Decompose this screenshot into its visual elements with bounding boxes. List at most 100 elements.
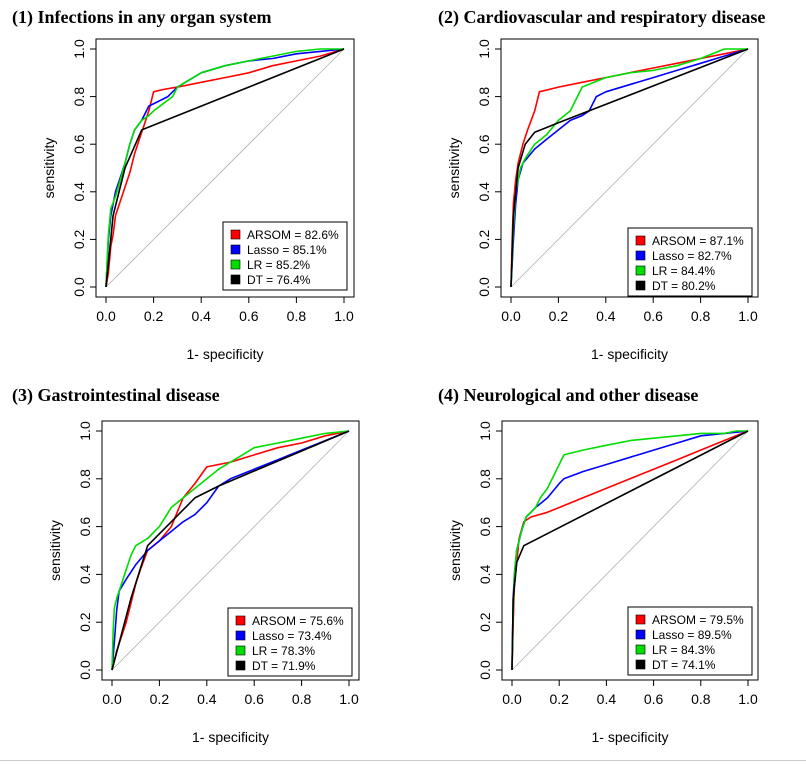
legend-swatch <box>230 274 241 285</box>
diagonal-reference-line <box>105 48 345 288</box>
x-tick-label: 0.8 <box>691 308 711 324</box>
x-tick-label: 0.6 <box>244 691 264 707</box>
legend-box <box>627 606 753 676</box>
legend-swatch <box>635 250 646 261</box>
roc-curve-dt <box>510 48 749 288</box>
legend-swatch <box>635 265 646 276</box>
legend-entry: Lasso = 85.1% <box>247 243 327 257</box>
y-tick-label: 0.4 <box>71 182 87 202</box>
legend-swatch <box>635 235 646 246</box>
plot-frame <box>101 420 360 681</box>
legend-box <box>227 607 353 677</box>
y-tick-label: 0.2 <box>477 612 493 632</box>
panel-title: (1) Infections in any organ system <box>12 7 272 28</box>
roc-curve-arsom <box>510 48 749 288</box>
x-tick-label: 0.4 <box>197 691 217 707</box>
roc-curve-dt <box>111 430 350 671</box>
y-axis-label: sensitivity <box>47 520 63 581</box>
y-tick-label: 0.8 <box>476 87 492 107</box>
y-tick-label: 0.0 <box>77 660 93 680</box>
x-tick-label: 0.6 <box>643 308 663 324</box>
x-tick-label: 0.8 <box>287 308 307 324</box>
legend-swatch <box>235 660 246 671</box>
x-tick-label: 0.0 <box>102 691 122 707</box>
x-axis-label: 1- specificity <box>186 346 263 362</box>
legend-entry: LR = 85.2% <box>247 258 310 272</box>
y-tick-label: 1.0 <box>71 39 87 59</box>
legend-entry: LR = 78.3% <box>252 644 315 658</box>
legend-entry: DT = 76.4% <box>247 273 311 287</box>
legend-swatch <box>235 645 246 656</box>
bottom-divider <box>0 760 806 761</box>
roc-curve-lr <box>111 430 350 671</box>
panel-title: (3) Gastrointestinal disease <box>12 385 220 406</box>
legend-entry: ARSOM = 79.5% <box>652 613 744 627</box>
y-tick-label: 0.8 <box>77 469 93 489</box>
x-tick-label: 0.2 <box>144 308 164 324</box>
x-tick-label: 0.4 <box>191 308 211 324</box>
y-tick-label: 0.6 <box>77 517 93 537</box>
y-tick-label: 1.0 <box>477 421 493 441</box>
y-axis-label: sensitivity <box>447 520 463 581</box>
x-tick-label: 0.2 <box>549 691 569 707</box>
x-tick-label: 0.0 <box>96 308 116 324</box>
x-tick-label: 1.0 <box>738 308 758 324</box>
legend-entry: DT = 80.2% <box>652 279 716 293</box>
legend-swatch <box>235 630 246 641</box>
x-axis-label: 1- specificity <box>192 729 269 745</box>
y-tick-label: 1.0 <box>476 39 492 59</box>
x-tick-label: 0.8 <box>691 691 711 707</box>
x-axis-label: 1- specificity <box>591 346 668 362</box>
panel-title: (4) Neurological and other disease <box>438 385 698 406</box>
y-tick-label: 0.6 <box>71 134 87 154</box>
legend-box <box>222 221 348 291</box>
roc-curve-lr <box>511 430 748 671</box>
x-tick-label: 0.2 <box>549 308 569 324</box>
y-axis-label: sensitivity <box>41 138 57 199</box>
roc-curve-arsom <box>111 430 350 671</box>
legend-entry: ARSOM = 75.6% <box>252 614 344 628</box>
x-tick-label: 0.2 <box>150 691 170 707</box>
legend-swatch <box>230 229 241 240</box>
y-tick-label: 0.0 <box>71 277 87 297</box>
x-tick-label: 0.4 <box>596 308 616 324</box>
y-tick-label: 0.2 <box>476 229 492 249</box>
x-tick-label: 0.0 <box>501 308 521 324</box>
legend-entry: ARSOM = 87.1% <box>652 234 744 248</box>
legend-swatch <box>635 629 646 640</box>
legend-swatch <box>635 659 646 670</box>
roc-curve-lr <box>510 48 748 288</box>
legend-entry: Lasso = 73.4% <box>252 629 332 643</box>
legend-entry: Lasso = 82.7% <box>652 249 732 263</box>
x-tick-label: 1.0 <box>334 308 354 324</box>
x-tick-label: 0.0 <box>502 691 522 707</box>
legend-swatch <box>635 644 646 655</box>
x-tick-label: 0.6 <box>239 308 259 324</box>
y-tick-label: 0.6 <box>476 134 492 154</box>
legend-box <box>627 227 753 297</box>
y-tick-label: 0.4 <box>476 182 492 202</box>
y-tick-label: 0.8 <box>477 469 493 489</box>
legend-entry: DT = 74.1% <box>652 658 716 672</box>
roc-curve-dt <box>511 430 749 671</box>
plot-frame <box>501 420 759 681</box>
x-tick-label: 0.8 <box>292 691 312 707</box>
legend-swatch <box>235 615 246 626</box>
legend-entry: DT = 71.9% <box>252 659 316 673</box>
y-tick-label: 0.4 <box>77 564 93 584</box>
x-tick-label: 1.0 <box>339 691 359 707</box>
legend-swatch <box>230 259 241 270</box>
diagonal-reference-line <box>510 48 749 288</box>
y-tick-label: 0.4 <box>477 564 493 584</box>
legend-swatch <box>635 614 646 625</box>
legend-swatch <box>635 280 646 291</box>
plot-frame <box>95 38 355 298</box>
diagonal-reference-line <box>511 430 749 671</box>
y-axis-label: sensitivity <box>446 138 462 199</box>
x-axis-label: 1- specificity <box>591 729 668 745</box>
legend-entry: ARSOM = 82.6% <box>247 228 339 242</box>
x-tick-label: 1.0 <box>738 691 758 707</box>
plot-frame <box>500 38 759 298</box>
legend-swatch <box>230 244 241 255</box>
